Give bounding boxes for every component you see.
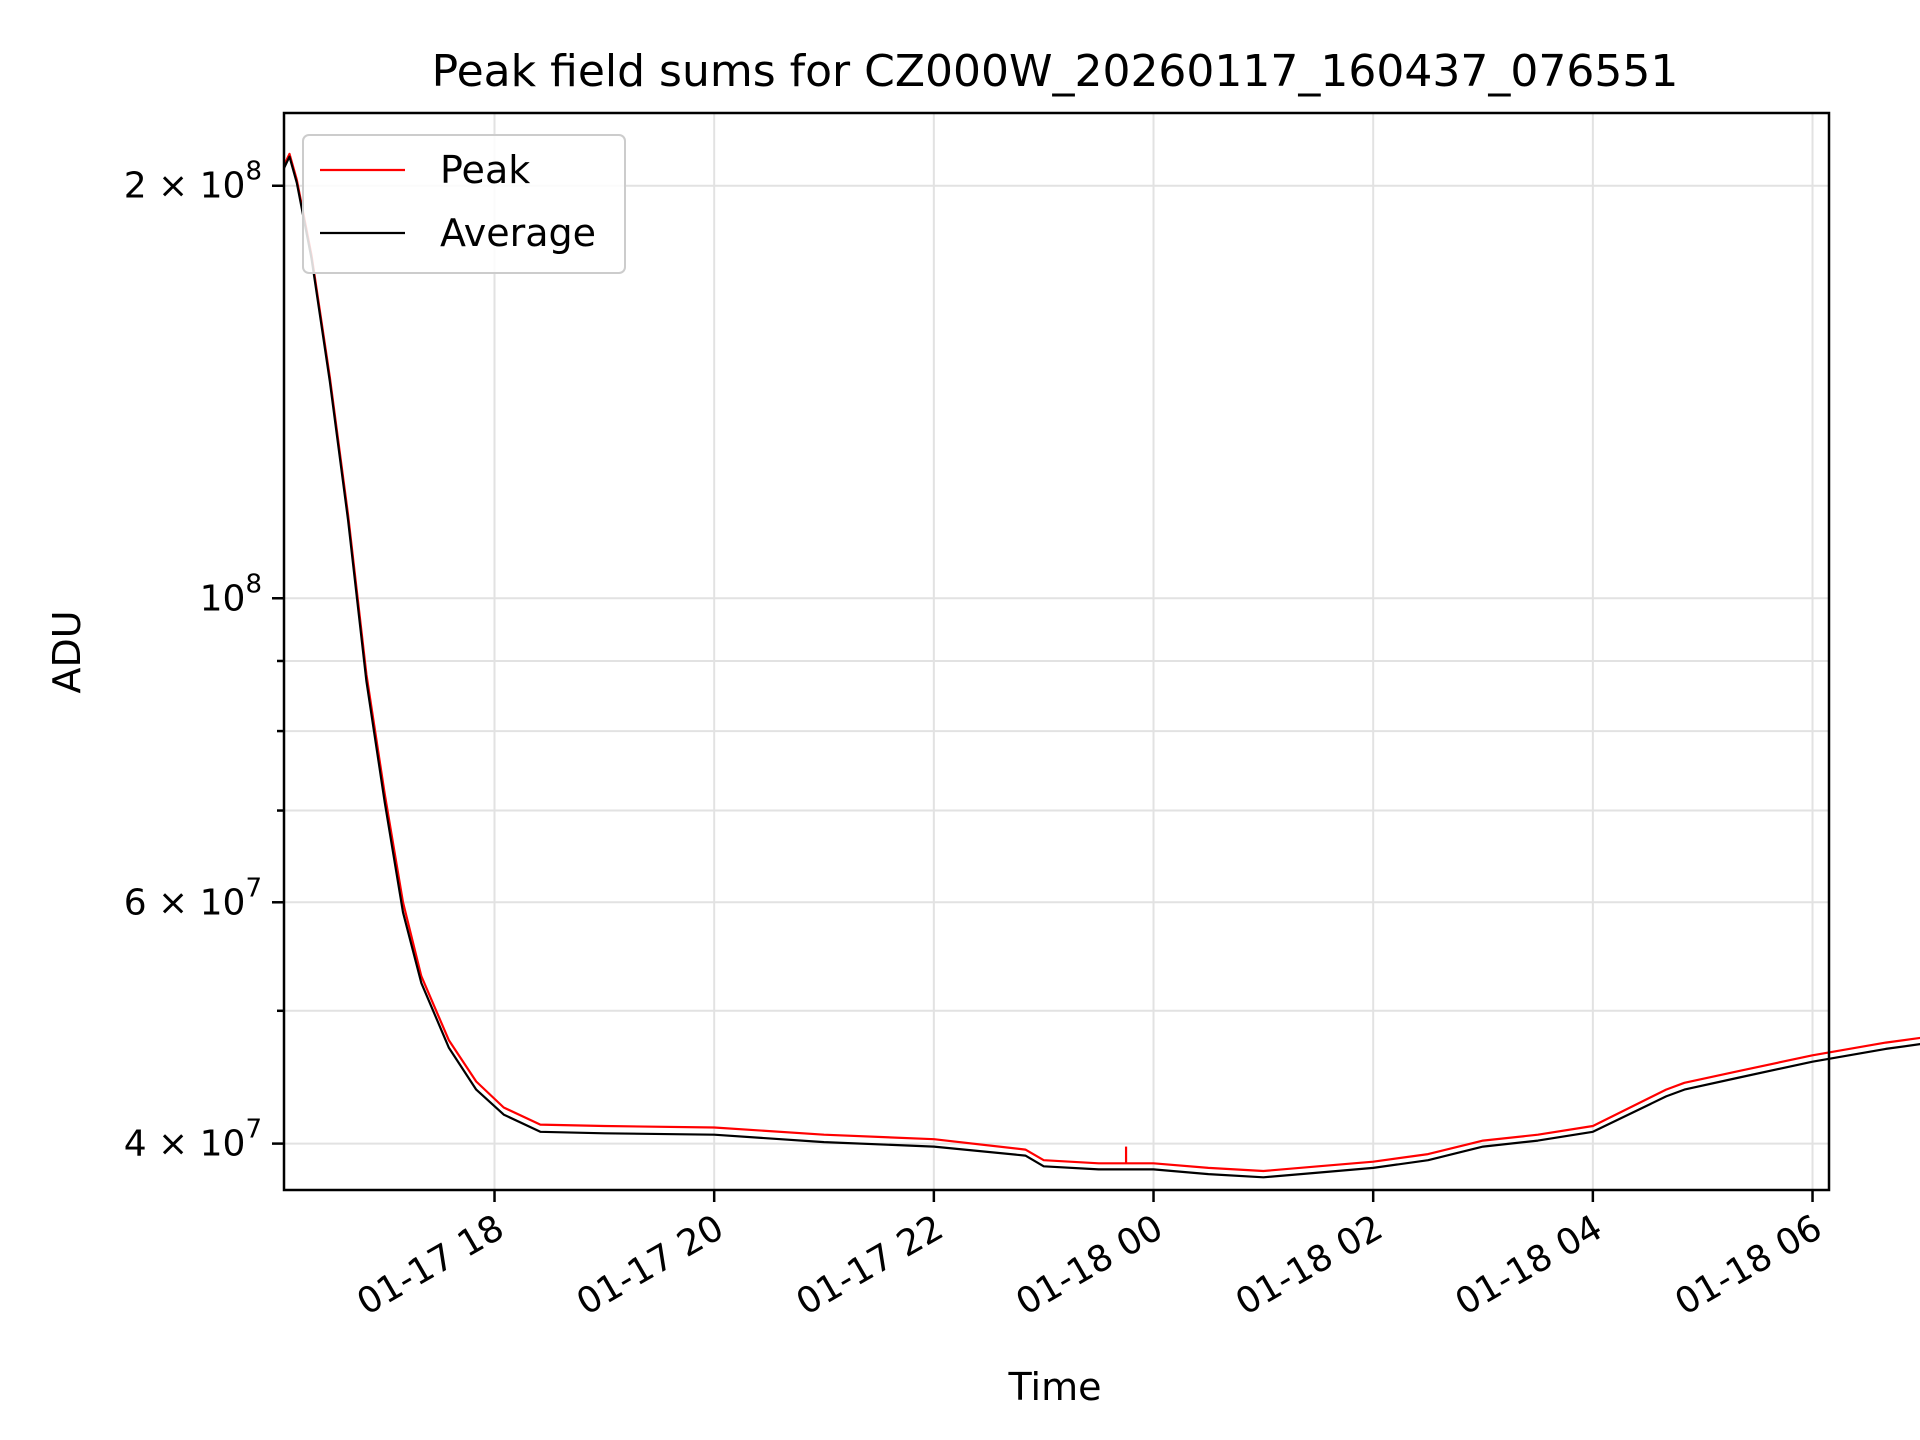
series-layer xyxy=(283,152,1920,1179)
y-tick-label: 108 xyxy=(200,569,262,619)
y-tick-label: 4 × 107 xyxy=(124,1115,262,1165)
grid-layer xyxy=(284,113,1829,1190)
y-tick-label: 2 × 108 xyxy=(124,157,262,207)
y-axis-label: ADU xyxy=(45,610,89,693)
series-line-average xyxy=(283,155,1920,1179)
legend: Peak Average xyxy=(302,134,626,274)
legend-label-peak: Peak xyxy=(440,148,530,192)
y-tick-label: 6 × 107 xyxy=(124,873,262,923)
x-axis-label: Time xyxy=(1008,1365,1102,1409)
series-line-peak xyxy=(283,152,1920,1173)
plot-frame xyxy=(282,111,1831,1192)
legend-label-average: Average xyxy=(440,211,596,255)
chart-title: Peak field sums for CZ000W_20260117_1604… xyxy=(432,46,1679,97)
